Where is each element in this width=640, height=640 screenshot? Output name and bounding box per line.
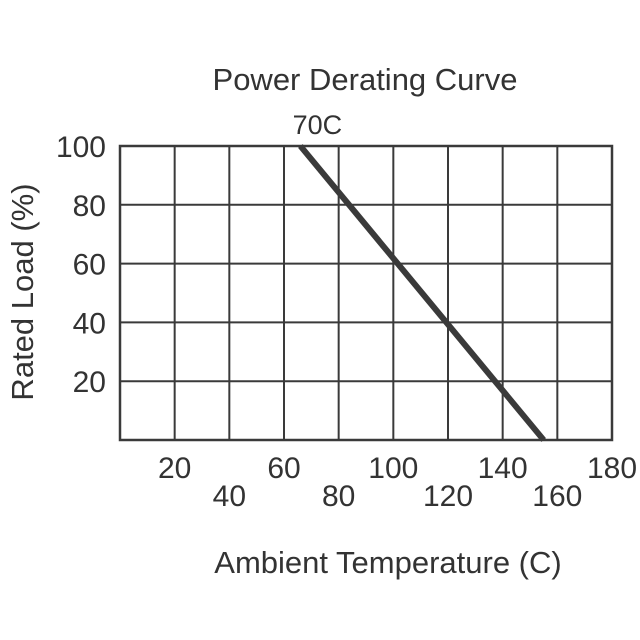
x-tick-label-6: 140 xyxy=(478,452,528,485)
x-tick-label-1: 40 xyxy=(213,480,246,513)
grid xyxy=(120,146,612,440)
y-tick-label-3: 80 xyxy=(73,190,106,223)
x-tick-label-8: 180 xyxy=(587,452,637,485)
y-tick-labels: 20 40 60 80 100 xyxy=(56,131,106,399)
x-tick-label-0: 20 xyxy=(158,452,191,485)
y-tick-label-2: 60 xyxy=(73,249,106,282)
x-tick-label-2: 60 xyxy=(267,452,300,485)
annotation-label-0: 70C xyxy=(293,110,343,140)
annotation-layer: 70C xyxy=(293,110,343,140)
y-tick-label-4: 100 xyxy=(56,131,106,164)
x-tick-label-7: 160 xyxy=(532,480,582,513)
x-tick-label-3: 80 xyxy=(322,480,355,513)
derating-line-0 xyxy=(298,144,546,442)
y-axis-title: Rated Load (%) xyxy=(5,183,40,400)
y-tick-label-1: 40 xyxy=(73,307,106,340)
x-tick-label-5: 120 xyxy=(423,480,473,513)
series-layer xyxy=(298,144,546,442)
x-axis-title: Ambient Temperature (C) xyxy=(214,545,561,580)
x-tick-label-4: 100 xyxy=(368,452,418,485)
chart-title: Power Derating Curve xyxy=(213,62,518,97)
y-tick-label-0: 20 xyxy=(73,366,106,399)
plot-frame xyxy=(118,144,614,442)
